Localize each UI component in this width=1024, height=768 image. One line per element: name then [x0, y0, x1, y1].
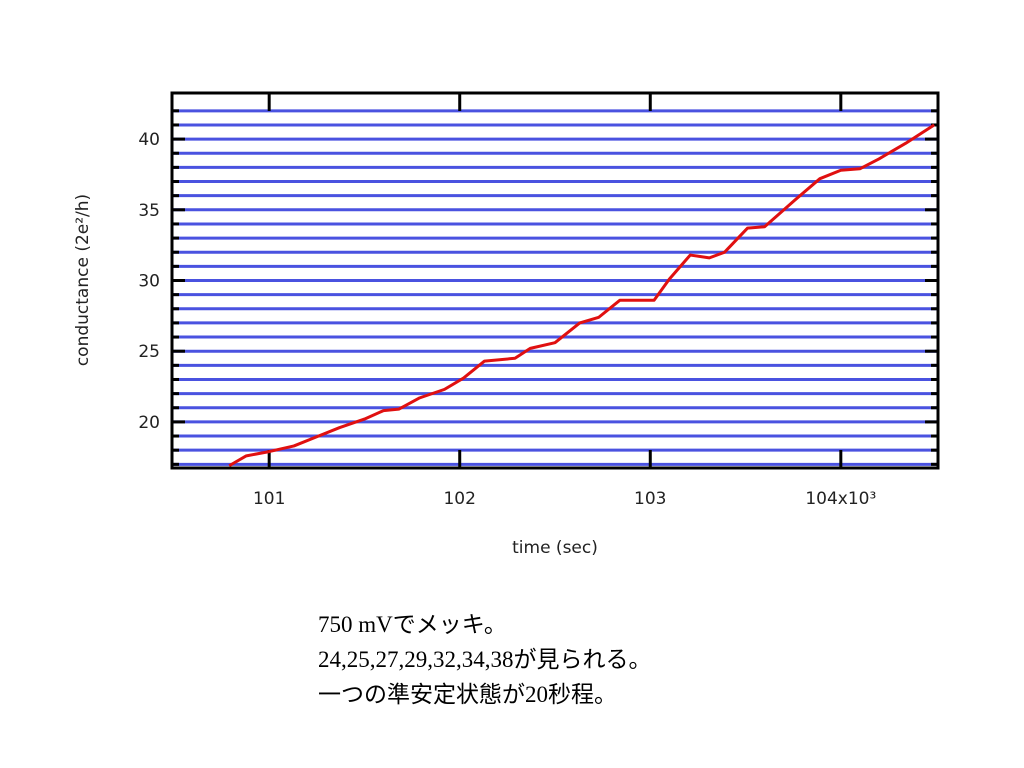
- x-axis-label: time (sec): [512, 538, 598, 558]
- plot-frame: [170, 91, 940, 470]
- y-tick-label: 25: [138, 342, 160, 362]
- y-axis-label: conductance (2e²/h): [73, 194, 93, 366]
- x-tick-label: 101: [253, 489, 285, 509]
- data-line: [228, 123, 936, 468]
- x-tick-label: 104x10³: [805, 489, 876, 509]
- note: 一つの準安定状態が20秒程。: [318, 682, 617, 707]
- x-tick-label: 102: [443, 489, 475, 509]
- y-tick-label: 40: [138, 130, 160, 150]
- y-tick-label: 35: [138, 201, 160, 221]
- chart: time (sec) conductance (2e²/h) 20 25 30 35 4…: [73, 91, 940, 558]
- y-tick-label: 20: [138, 413, 160, 433]
- y-tick-label: 30: [138, 272, 160, 292]
- x-tick-label: 103: [634, 489, 666, 509]
- note: 750 mVでメッキ。: [318, 612, 507, 637]
- note: 24,25,27,29,32,34,38が見られる。: [318, 647, 652, 672]
